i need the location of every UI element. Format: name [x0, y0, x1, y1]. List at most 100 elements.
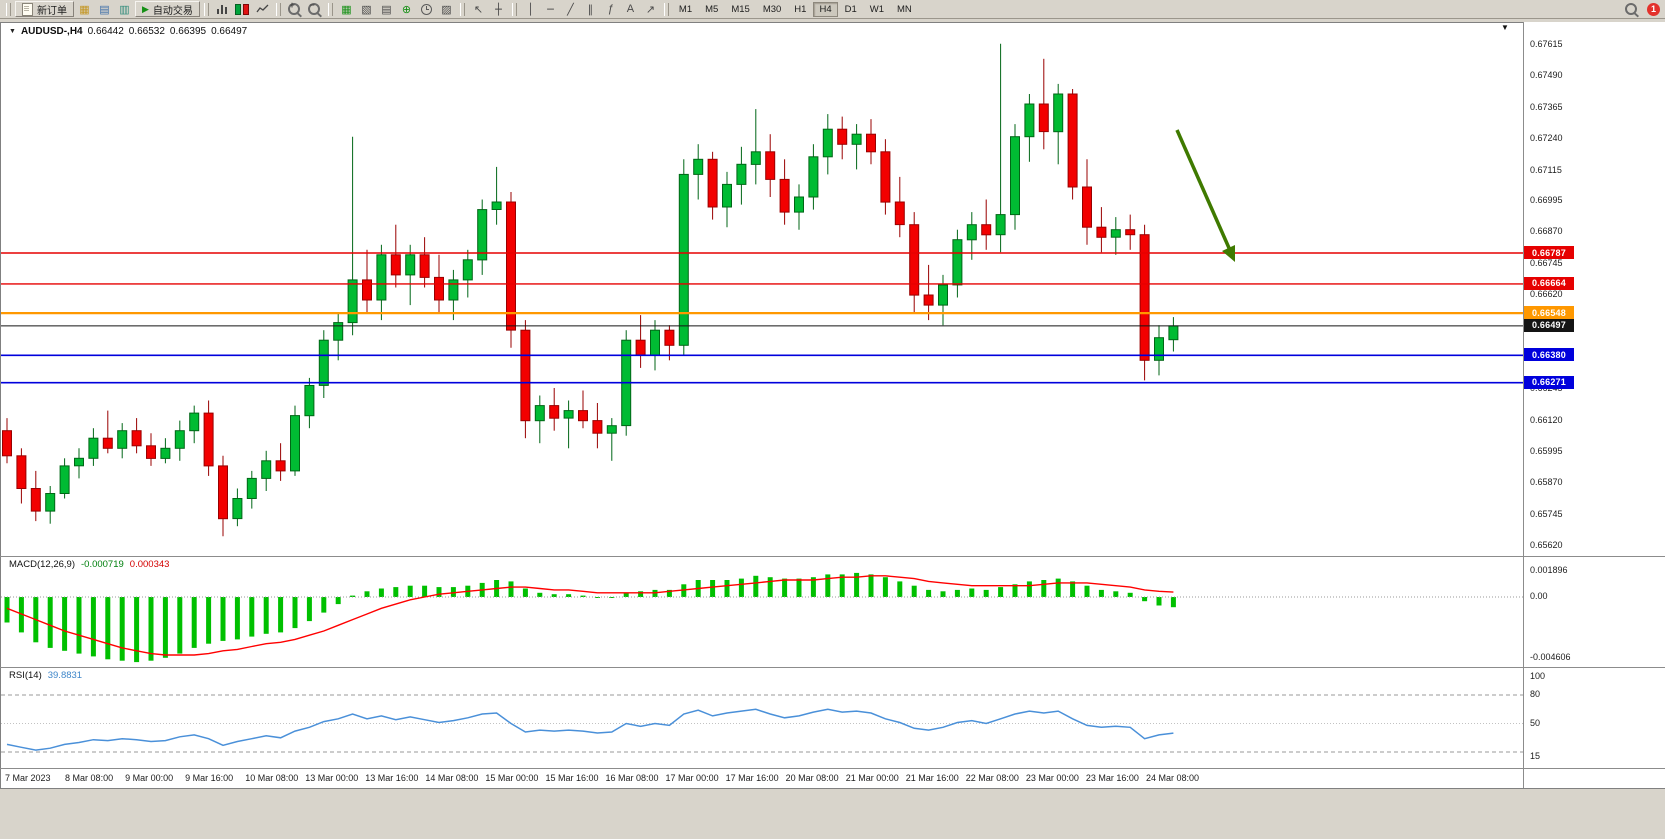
navigator-button[interactable]: ▥ — [115, 1, 134, 17]
indicators-button[interactable]: ⊕ — [397, 1, 416, 17]
toolbar-grip[interactable] — [327, 2, 333, 16]
time-axis-label: 23 Mar 16:00 — [1085, 773, 1139, 783]
charts-button[interactable]: ▦ — [75, 1, 94, 17]
toolbar: 新订单 ▦ ▤ ▥ ▶ 自动交易 + − ▦ ▧ ▤ ⊕ ▨ ↖ ┼ │ ─ ╱… — [0, 0, 1665, 19]
profiles-button[interactable]: ▤ — [377, 1, 396, 17]
time-axis-label: 21 Mar 16:00 — [905, 773, 959, 783]
price-level-label: 0.66787 — [1524, 246, 1574, 260]
new-order-label: 新订单 — [37, 5, 67, 17]
templates-icon: ▨ — [441, 3, 452, 16]
timeframe-button-w1[interactable]: W1 — [864, 2, 890, 17]
toolbar-grip[interactable] — [511, 2, 517, 16]
time-axis-label: 13 Mar 16:00 — [365, 773, 419, 783]
rsi-label: RSI(14) 39.8831 — [9, 670, 82, 681]
macd-axis-zero: 0.00 — [1530, 591, 1548, 601]
timeframe-button-m15[interactable]: M15 — [725, 2, 755, 17]
fibonacci-button[interactable]: ƒ — [601, 1, 620, 17]
time-axis[interactable]: 7 Mar 2023 8 Mar 08:00 9 Mar 00:00 9 Mar 16… — [1, 769, 1523, 788]
horizontal-line-button[interactable]: ─ — [541, 1, 560, 17]
price-level-label: 0.66497 — [1524, 318, 1574, 332]
price-tick: 0.65870 — [1530, 477, 1563, 488]
templates-button[interactable]: ▨ — [437, 1, 456, 17]
price-tick: 0.67490 — [1530, 70, 1563, 81]
timeframe-button-m5[interactable]: M5 — [699, 2, 724, 17]
price-tick: 0.67115 — [1530, 164, 1562, 175]
new-order-button[interactable]: 新订单 — [15, 1, 74, 17]
market-watch-icon: ▤ — [99, 3, 110, 16]
rsi-axis-80: 80 — [1530, 689, 1541, 699]
trendline-button[interactable]: ╱ — [561, 1, 580, 17]
cascade-windows-button[interactable]: ▧ — [357, 1, 376, 17]
autotrading-button[interactable]: ▶ 自动交易 — [135, 1, 200, 17]
time-axis-label: 15 Mar 00:00 — [485, 773, 539, 783]
ohlc-high: 0.66532 — [128, 26, 165, 37]
chart-bars-button[interactable] — [213, 1, 232, 17]
fibonacci-icon: ƒ — [607, 3, 614, 15]
timeframe-button-h4[interactable]: H4 — [813, 1, 838, 17]
toolbar-grip[interactable] — [6, 2, 11, 16]
timeframe-button-mn[interactable]: MN — [891, 2, 918, 17]
cascade-windows-icon: ▧ — [361, 3, 372, 16]
time-axis-label: 14 Mar 08:00 — [425, 773, 479, 783]
crosshair-button[interactable]: ┼ — [489, 1, 508, 17]
macd-panel-chart[interactable] — [1, 557, 1523, 667]
text-tool-button[interactable]: A — [621, 1, 640, 17]
zoom-in-button[interactable]: + — [285, 1, 304, 17]
charts-icon: ▦ — [79, 3, 90, 16]
macd-signal-value: 0.000343 — [129, 559, 170, 570]
time-axis-label: 21 Mar 00:00 — [845, 773, 899, 783]
price-tick: 0.66995 — [1530, 194, 1563, 205]
market-watch-button[interactable]: ▤ — [95, 1, 114, 17]
price-tick: 0.66620 — [1530, 289, 1563, 299]
ohlc-low: 0.66395 — [169, 26, 207, 37]
chart-line-button[interactable] — [253, 1, 272, 17]
timeframe-button-m30[interactable]: M30 — [757, 2, 787, 17]
horizontal-line-icon: ─ — [547, 2, 554, 16]
chart-candles-button[interactable] — [233, 1, 252, 17]
timeframe-button-h1[interactable]: H1 — [788, 2, 812, 17]
panel-separator[interactable] — [0, 667, 1665, 668]
macd-axis-min: -0.004606 — [1530, 652, 1571, 662]
toolbar-grip[interactable] — [459, 2, 465, 16]
ohlc-open: 0.66442 — [87, 26, 124, 37]
price-axis[interactable]: 0.67615 0.67490 0.67365 0.67240 0.67115 0.669… — [1523, 22, 1665, 788]
rsi-panel-chart[interactable] — [1, 668, 1523, 769]
period-button[interactable] — [417, 1, 436, 17]
toolbar-grip[interactable] — [203, 2, 209, 16]
panel-separator[interactable] — [0, 556, 1665, 557]
panel-separator — [0, 768, 1665, 769]
channel-icon: ∥ — [587, 3, 594, 16]
vertical-line-button[interactable]: │ — [521, 1, 540, 17]
time-axis-label: 23 Mar 00:00 — [1025, 773, 1079, 783]
time-axis-label: 9 Mar 00:00 — [125, 773, 174, 783]
time-axis-label: 20 Mar 08:00 — [785, 773, 839, 783]
time-axis-label: 17 Mar 16:00 — [725, 773, 779, 783]
price-tick: 0.67615 — [1530, 39, 1563, 49]
price-tick: 0.65745 — [1530, 508, 1563, 519]
search-button[interactable] — [1621, 1, 1640, 17]
rsi-axis-15: 15 — [1530, 751, 1541, 761]
price-level-label: 0.66271 — [1524, 375, 1574, 389]
macd-label: MACD(12,26,9) -0.000719 0.000343 — [9, 559, 169, 570]
symbol-dropdown-icon[interactable]: ▼ — [9, 28, 16, 35]
clock-icon — [420, 3, 432, 15]
rsi-name: RSI(14) — [9, 670, 42, 681]
bar-chart-icon — [217, 4, 228, 14]
price-tick: 0.65995 — [1530, 446, 1563, 457]
toolbar-grip[interactable] — [275, 2, 281, 16]
time-axis-label: 17 Mar 00:00 — [665, 773, 719, 783]
arrow-tools-button[interactable]: ↗ — [641, 1, 660, 17]
timeframe-button-m1[interactable]: M1 — [673, 2, 698, 17]
timeframe-button-d1[interactable]: D1 — [839, 2, 863, 17]
zoom-out-button[interactable]: − — [305, 1, 324, 17]
cursor-icon: ↖ — [473, 3, 484, 16]
tile-windows-button[interactable]: ▦ — [337, 1, 356, 17]
toolbar-grip[interactable] — [663, 2, 669, 16]
channel-button[interactable]: ∥ — [581, 1, 600, 17]
autotrading-label: 自动交易 — [152, 5, 193, 17]
candlestick-chart[interactable] — [1, 22, 1523, 557]
chart-shift-marker[interactable]: ▼ — [1501, 23, 1509, 32]
cursor-button[interactable]: ↖ — [469, 1, 488, 17]
notification-badge[interactable]: 1 — [1647, 2, 1660, 16]
price-level-label: 0.66664 — [1524, 276, 1574, 290]
